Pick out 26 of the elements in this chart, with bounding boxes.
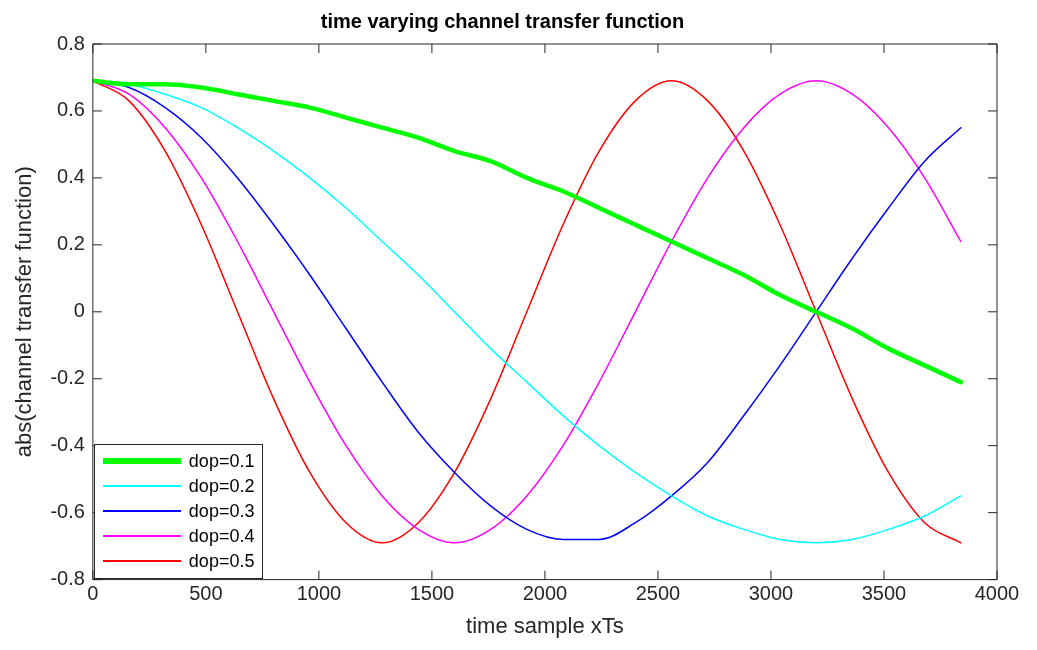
y-axis-title: abs(channel transfer function) bbox=[11, 166, 37, 458]
y-tick-label: 0.4 bbox=[57, 165, 85, 188]
x-tick-label: 3500 bbox=[861, 582, 907, 605]
x-tick-label: 0 bbox=[87, 582, 99, 605]
x-tick-label: 1000 bbox=[296, 582, 342, 605]
y-tick-label: -0.2 bbox=[50, 366, 85, 389]
legend-label: dop=0.2 bbox=[188, 475, 255, 497]
y-tick-label: 0.8 bbox=[57, 31, 85, 54]
y-tick-label: 0.2 bbox=[57, 232, 85, 255]
chart-title: time varying channel transfer function bbox=[320, 9, 685, 32]
x-tick-label: 2000 bbox=[522, 582, 568, 605]
legend-label: dop=0.5 bbox=[188, 550, 255, 572]
legend-label: dop=0.3 bbox=[188, 500, 255, 522]
y-tick-label: -0.8 bbox=[50, 567, 85, 590]
legend-label: dop=0.1 bbox=[188, 450, 255, 472]
x-tick-label: 500 bbox=[189, 582, 223, 605]
y-tick-label: -0.4 bbox=[50, 433, 85, 456]
y-tick-label: 0 bbox=[73, 299, 85, 322]
y-tick-label: -0.6 bbox=[50, 500, 85, 523]
x-tick-label: 3000 bbox=[748, 582, 794, 605]
y-tick-label: 0.6 bbox=[57, 98, 85, 121]
x-tick-label: 4000 bbox=[974, 582, 1020, 605]
legend-label: dop=0.4 bbox=[188, 525, 255, 547]
x-axis-title: time sample xTs bbox=[466, 612, 624, 638]
x-tick-label: 1500 bbox=[409, 582, 455, 605]
x-tick-label: 2500 bbox=[635, 582, 681, 605]
